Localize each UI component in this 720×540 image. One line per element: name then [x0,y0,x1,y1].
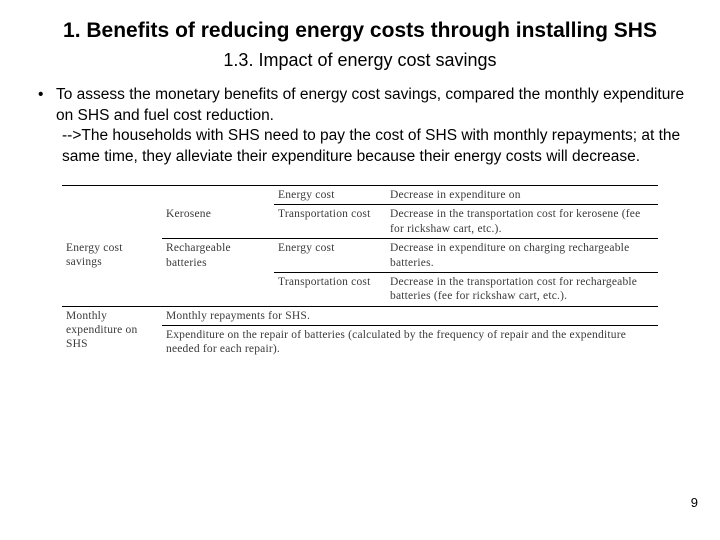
table-cell: Decrease in expenditure on charging rech… [386,239,658,273]
table-cell: Decrease in expenditure on [386,186,658,205]
table-cell: Energy cost [274,186,386,205]
page-number: 9 [691,495,698,510]
table-cell: Energy cost [274,239,386,273]
table-cell: Decrease in the transportation cost for … [386,272,658,306]
table-cell: Expenditure on the repair of batteries (… [162,326,658,359]
table-cell: Rechargeable batteries [162,239,274,273]
slide-title: 1. Benefits of reducing energy costs thr… [32,18,688,44]
table-cell: Monthly expenditure on SHS [62,306,162,359]
table-cell: Decrease in the transportation cost for … [386,205,658,239]
cost-breakdown-table: Energy cost Decrease in expenditure on K… [62,185,658,359]
bullet-line-2: -->The households with SHS need to pay t… [62,126,688,167]
slide-subtitle: 1.3. Impact of energy cost savings [32,50,688,71]
bullet-line-1: To assess the monetary benefits of energ… [56,85,688,126]
bullet-block: • To assess the monetary benefits of ene… [38,85,688,167]
bullet-dot: • [38,85,56,126]
table-cell: Transportation cost [274,272,386,306]
table-cell: Kerosene [162,205,274,239]
table-cell: Transportation cost [274,205,386,239]
table-cell: Energy cost savings [62,239,162,273]
table-cell: Monthly repayments for SHS. [162,306,658,325]
